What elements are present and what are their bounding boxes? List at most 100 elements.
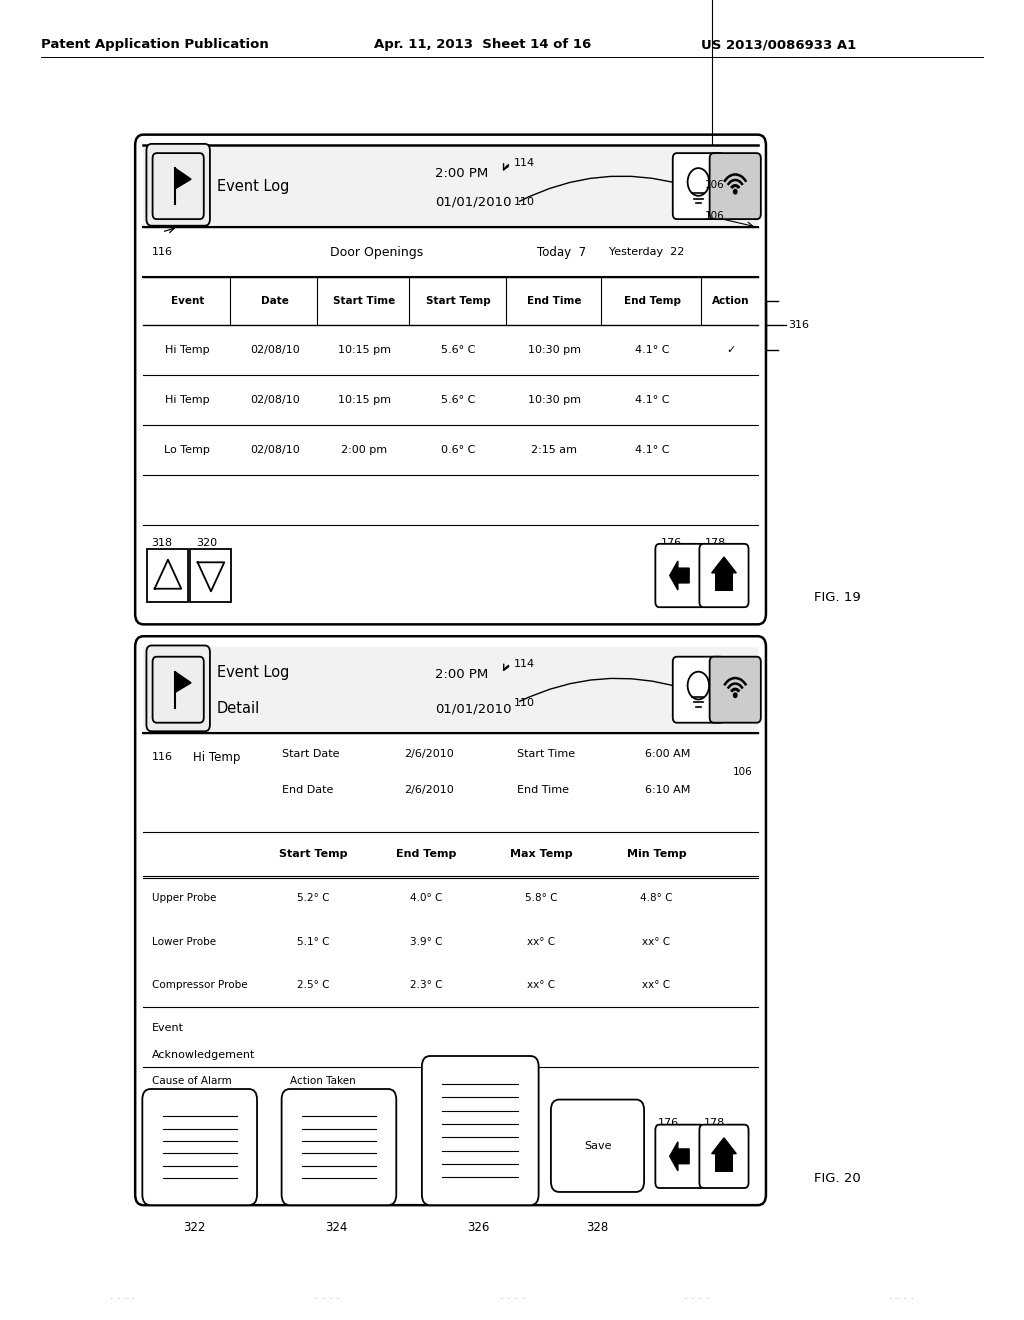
Text: Action Taken: Action Taken xyxy=(290,1076,355,1086)
Text: . . . .: . . . . xyxy=(111,1291,135,1302)
Text: Event Log: Event Log xyxy=(217,178,290,194)
Bar xyxy=(190,549,231,602)
Text: Start Time: Start Time xyxy=(333,296,395,306)
Text: 116: 116 xyxy=(152,752,173,763)
Text: Patent Application Publication: Patent Application Publication xyxy=(41,38,268,51)
Polygon shape xyxy=(670,561,689,590)
Text: . . . .: . . . . xyxy=(500,1291,524,1302)
Text: 106: 106 xyxy=(705,211,724,222)
Text: Action: Action xyxy=(712,296,750,306)
Bar xyxy=(143,145,758,227)
Text: xx° C: xx° C xyxy=(527,937,555,946)
Text: Event: Event xyxy=(171,296,204,306)
Text: xx° C: xx° C xyxy=(527,981,555,990)
Text: Signature: Signature xyxy=(435,1076,485,1086)
Text: Save: Save xyxy=(584,1140,611,1151)
Text: 4.1° C: 4.1° C xyxy=(635,395,670,405)
Text: End Date: End Date xyxy=(282,785,333,795)
Bar xyxy=(716,573,732,591)
Text: 116: 116 xyxy=(152,247,173,257)
Polygon shape xyxy=(712,557,736,573)
Text: Hi Temp: Hi Temp xyxy=(165,395,210,405)
FancyBboxPatch shape xyxy=(710,656,761,722)
Circle shape xyxy=(733,190,737,194)
Text: End Time: End Time xyxy=(517,785,569,795)
Text: Start Temp: Start Temp xyxy=(426,296,490,306)
Bar xyxy=(716,1154,732,1172)
Text: Event: Event xyxy=(152,1023,183,1034)
Text: Upper Probe: Upper Probe xyxy=(152,894,216,903)
Text: 178: 178 xyxy=(703,1118,725,1129)
FancyBboxPatch shape xyxy=(146,645,210,731)
Text: 02/08/10: 02/08/10 xyxy=(250,345,300,355)
Text: Max Temp: Max Temp xyxy=(510,849,572,859)
Text: Acknowledgement: Acknowledgement xyxy=(152,1049,255,1060)
Text: 5.6° C: 5.6° C xyxy=(441,395,475,405)
Text: 01/01/2010: 01/01/2010 xyxy=(435,195,512,209)
Text: 2/6/2010: 2/6/2010 xyxy=(404,750,455,759)
Text: Today  7: Today 7 xyxy=(537,246,586,259)
FancyBboxPatch shape xyxy=(146,144,210,226)
Circle shape xyxy=(733,693,737,697)
Text: Hi Temp: Hi Temp xyxy=(165,345,210,355)
Text: xx° C: xx° C xyxy=(642,937,671,946)
Text: 178: 178 xyxy=(705,537,726,548)
Text: 02/08/10: 02/08/10 xyxy=(250,445,300,455)
Text: Event Log: Event Log xyxy=(217,665,290,680)
Text: End Temp: End Temp xyxy=(396,849,456,859)
Text: 02/08/10: 02/08/10 xyxy=(250,395,300,405)
Text: 322: 322 xyxy=(183,1221,206,1234)
FancyBboxPatch shape xyxy=(282,1089,396,1205)
Text: Start Temp: Start Temp xyxy=(280,849,347,859)
Text: End Time: End Time xyxy=(527,296,582,306)
Text: Door Openings: Door Openings xyxy=(330,246,424,259)
Text: Lower Probe: Lower Probe xyxy=(152,937,216,946)
Text: FIG. 20: FIG. 20 xyxy=(814,1172,861,1185)
Text: 110: 110 xyxy=(514,198,536,207)
Text: 10:15 pm: 10:15 pm xyxy=(338,345,390,355)
Text: Detail: Detail xyxy=(217,701,260,715)
Text: 106: 106 xyxy=(733,767,753,777)
Text: 106: 106 xyxy=(705,180,724,190)
Text: 316: 316 xyxy=(788,321,810,330)
Text: 2/6/2010: 2/6/2010 xyxy=(404,785,455,795)
FancyBboxPatch shape xyxy=(673,656,724,722)
Text: 114: 114 xyxy=(514,659,536,669)
FancyBboxPatch shape xyxy=(551,1100,644,1192)
Text: . . . .: . . . . xyxy=(684,1291,709,1302)
Text: 176: 176 xyxy=(660,537,682,548)
Text: End Temp: End Temp xyxy=(624,296,681,306)
Text: 0.6° C: 0.6° C xyxy=(441,445,475,455)
Text: xx° C: xx° C xyxy=(642,981,671,990)
Text: 4.8° C: 4.8° C xyxy=(640,894,673,903)
Text: Start Time: Start Time xyxy=(517,750,575,759)
Text: Start Date: Start Date xyxy=(282,750,339,759)
FancyBboxPatch shape xyxy=(699,1125,749,1188)
Text: Hi Temp: Hi Temp xyxy=(193,751,240,764)
Text: 324: 324 xyxy=(325,1221,347,1234)
Text: 328: 328 xyxy=(586,1221,608,1234)
Text: 5.2° C: 5.2° C xyxy=(297,894,330,903)
Text: Date: Date xyxy=(261,296,289,306)
Text: 2:00 PM: 2:00 PM xyxy=(435,668,488,681)
Text: 2:00 pm: 2:00 pm xyxy=(341,445,387,455)
Text: Min Temp: Min Temp xyxy=(627,849,686,859)
FancyBboxPatch shape xyxy=(699,544,749,607)
Text: 2.5° C: 2.5° C xyxy=(297,981,330,990)
Text: 6:10 AM: 6:10 AM xyxy=(645,785,690,795)
Text: 114: 114 xyxy=(514,158,536,168)
Text: Apr. 11, 2013  Sheet 14 of 16: Apr. 11, 2013 Sheet 14 of 16 xyxy=(374,38,591,51)
Text: 10:15 pm: 10:15 pm xyxy=(338,395,390,405)
Text: Cause of Alarm: Cause of Alarm xyxy=(152,1076,231,1086)
Text: 4.1° C: 4.1° C xyxy=(635,445,670,455)
Text: 10:30 pm: 10:30 pm xyxy=(528,395,581,405)
Text: . . . .: . . . . xyxy=(889,1291,913,1302)
Text: 318: 318 xyxy=(152,537,173,548)
Text: 2.3° C: 2.3° C xyxy=(410,981,442,990)
Text: 10:30 pm: 10:30 pm xyxy=(528,345,581,355)
FancyBboxPatch shape xyxy=(135,636,766,1205)
Text: US 2013/0086933 A1: US 2013/0086933 A1 xyxy=(701,38,857,51)
Text: FIG. 19: FIG. 19 xyxy=(814,591,861,605)
Polygon shape xyxy=(175,168,191,189)
Text: 110: 110 xyxy=(514,697,536,708)
